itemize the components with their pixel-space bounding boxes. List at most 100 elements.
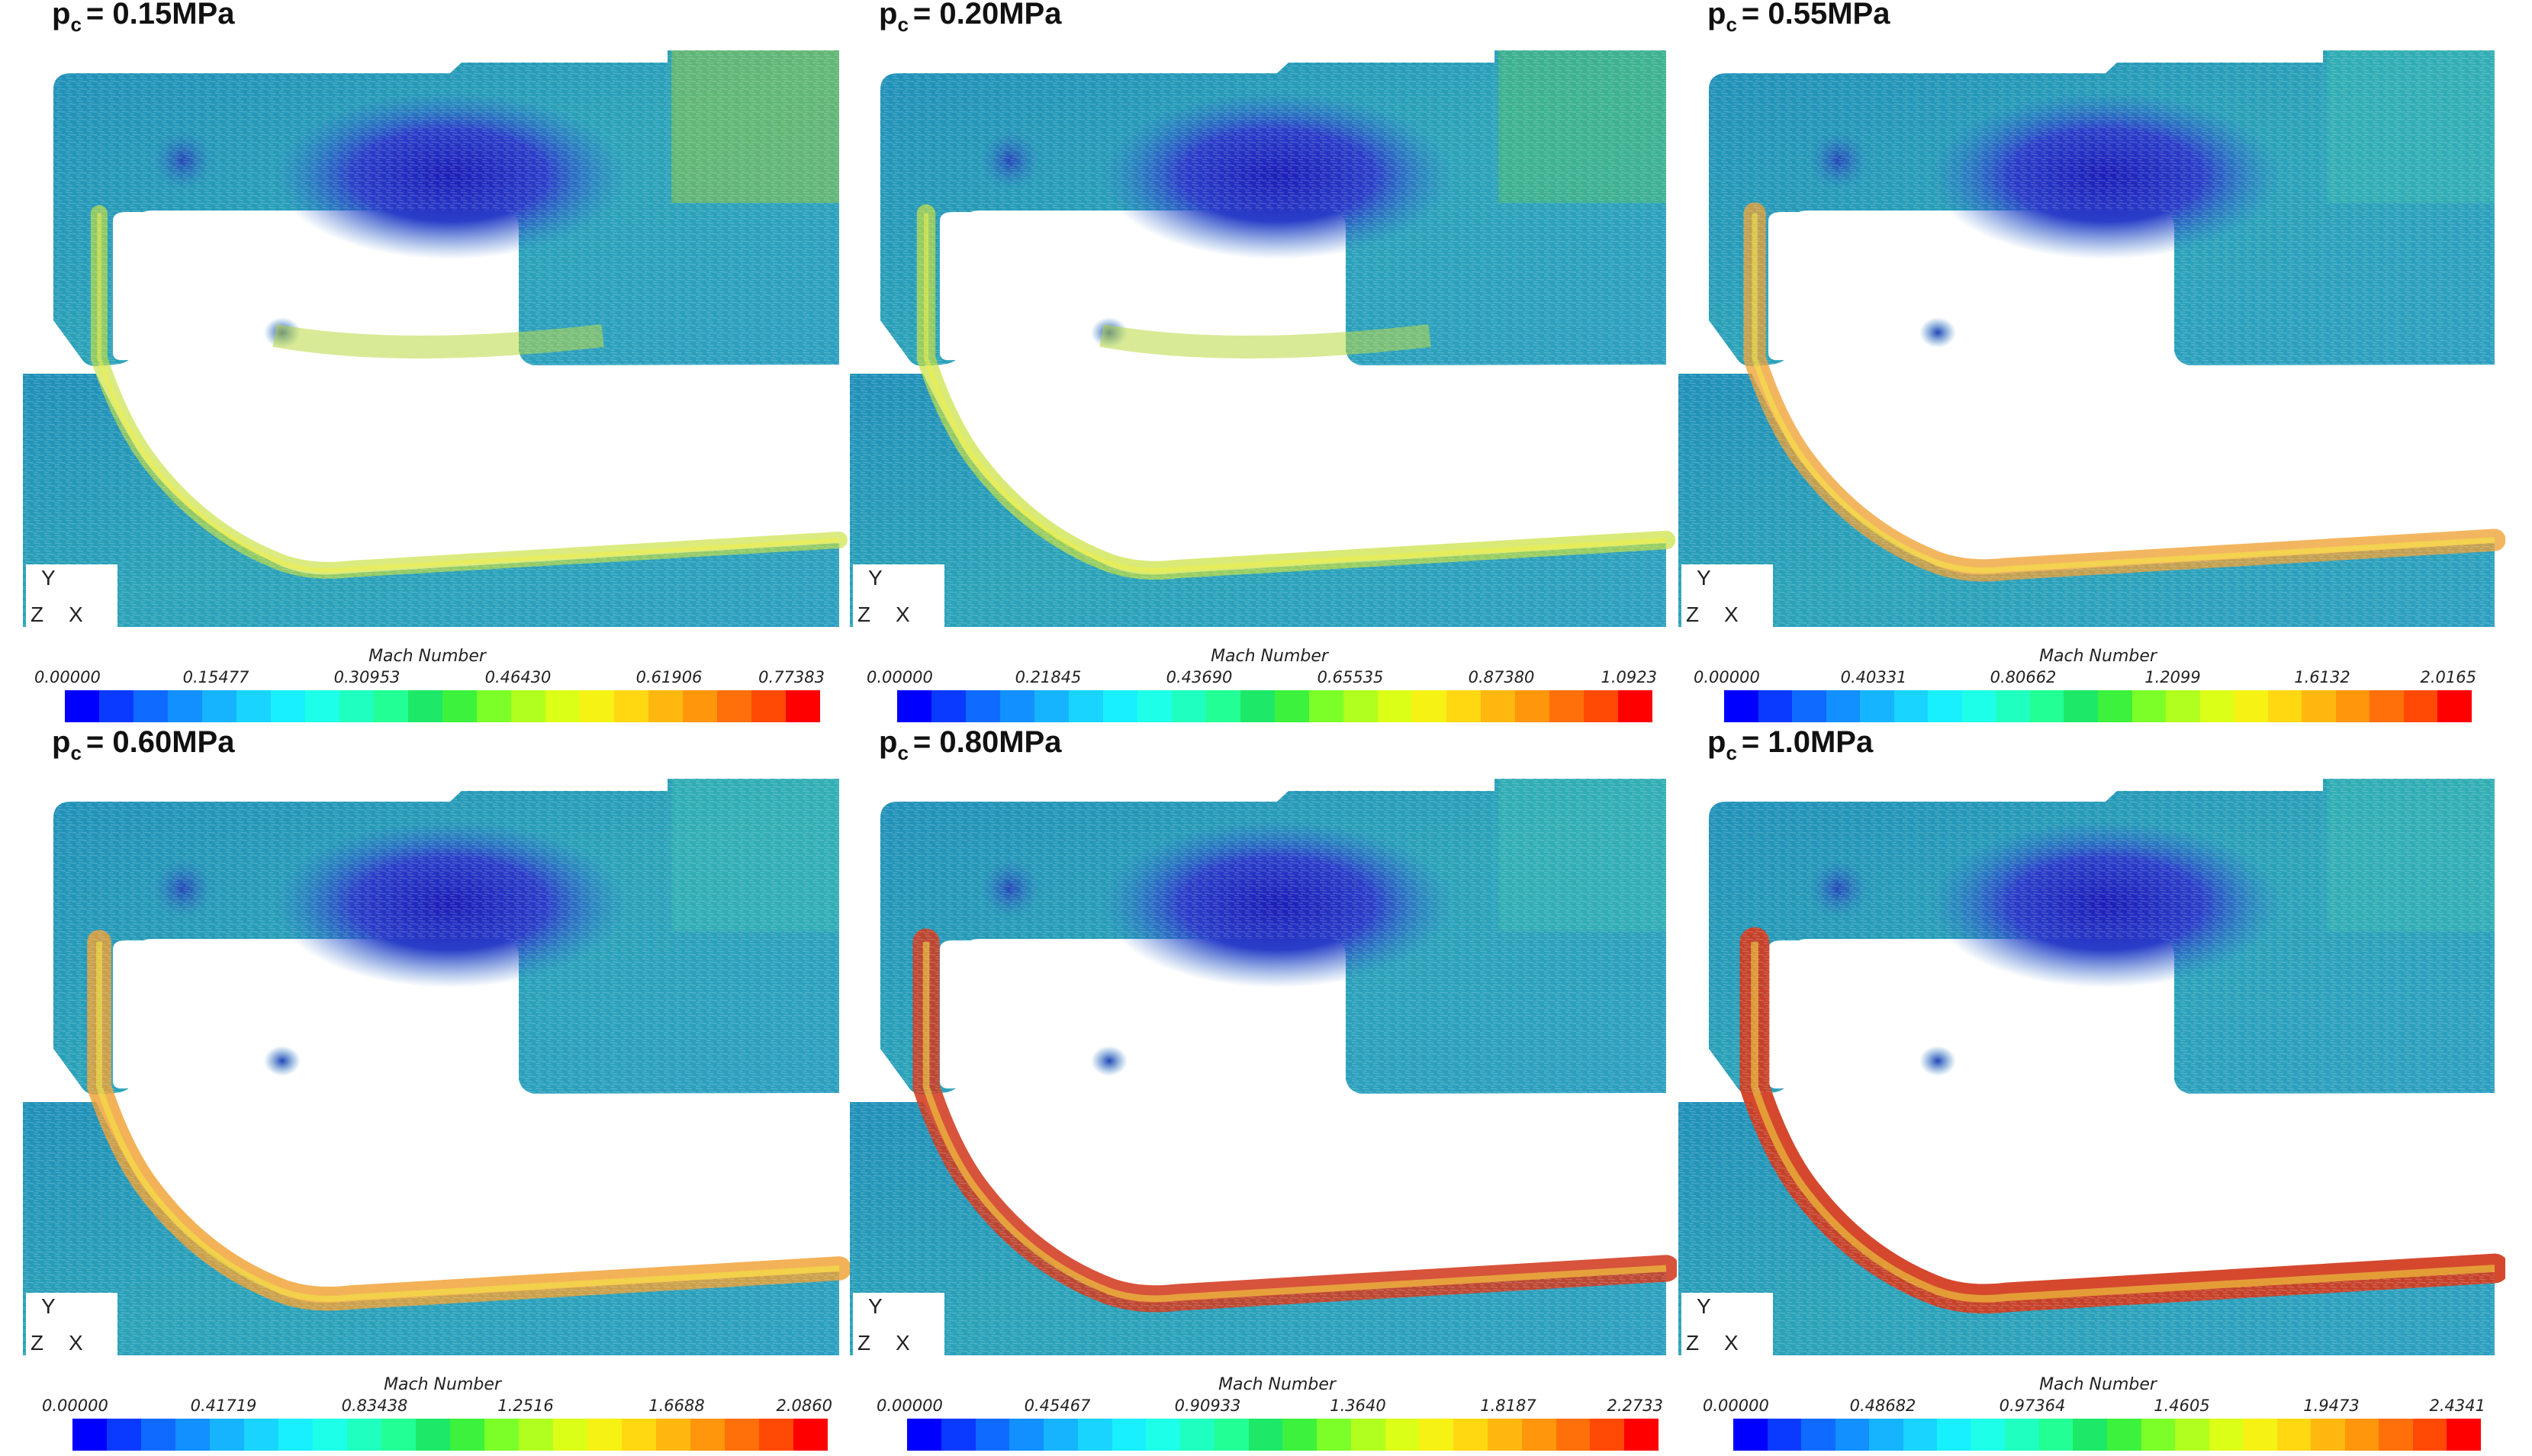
colorbar-swatch bbox=[656, 1419, 690, 1451]
colorbar-swatch bbox=[2131, 690, 2167, 722]
colorbar-swatch bbox=[1521, 1419, 1556, 1451]
streamline-texture bbox=[23, 1102, 839, 1355]
colorbar-tick-label: 0.90933 bbox=[1174, 1397, 1241, 1415]
mach-contour-field bbox=[1678, 779, 2505, 1355]
colorbar-swatch bbox=[1069, 690, 1103, 722]
colorbar-swatch bbox=[1481, 690, 1515, 722]
colorbar-title: Mach Number bbox=[2039, 1375, 2157, 1394]
colorbar-swatch bbox=[1317, 1419, 1351, 1451]
axis-triad-icon: Y Z X bbox=[26, 564, 117, 644]
pressure-label: pc = 0.15MPa bbox=[52, 0, 235, 36]
colorbar-tick-label: 1.3640 bbox=[1330, 1397, 1386, 1415]
colorbar-swatch bbox=[725, 1419, 759, 1451]
colorbar bbox=[1733, 1419, 2482, 1451]
colorbar-swatch bbox=[587, 1419, 622, 1451]
colorbar-tick-label: 0.80662 bbox=[1990, 668, 2057, 686]
colorbar-swatch bbox=[2073, 1419, 2108, 1451]
axis-z-label: Z bbox=[1686, 603, 1700, 626]
colorbar-title: Mach Number bbox=[1218, 1375, 1336, 1394]
flow-domain bbox=[1678, 779, 2505, 1355]
axis-triad-icon: Y Z X bbox=[26, 1293, 117, 1373]
axis-x-label: X bbox=[69, 1331, 83, 1355]
axis-z-label: Z bbox=[31, 603, 44, 626]
contour-panel-5: pc = 0.80MPa Y Z X Mach Number 0.00000 0.4… bbox=[850, 725, 1677, 1451]
contour-panel-6: pc = 1.0MPa Y Z X Mach Number 0.00000 0.48… bbox=[1678, 725, 2505, 1451]
colorbar-swatch bbox=[210, 1419, 244, 1451]
obstacle-block bbox=[1768, 212, 1921, 360]
solid-body bbox=[96, 1093, 839, 1294]
colorbar-swatch bbox=[690, 1419, 725, 1451]
axis-x-label: X bbox=[69, 603, 83, 626]
colorbar-title: Mach Number bbox=[2039, 647, 2157, 666]
colorbar-swatch bbox=[1767, 1419, 1802, 1451]
colorbar-swatch bbox=[442, 690, 477, 722]
colorbar-tick-label: 0.41719 bbox=[190, 1397, 257, 1415]
axis-x-label: X bbox=[896, 1331, 910, 1355]
colorbar-swatch bbox=[759, 1419, 793, 1451]
colorbar-tick-label: 0.83438 bbox=[341, 1397, 408, 1415]
pressure-label: pc = 0.55MPa bbox=[1707, 0, 1890, 36]
corner-vortex bbox=[1091, 1046, 1128, 1076]
axis-x-label: X bbox=[896, 603, 910, 626]
colorbar-swatch bbox=[1103, 690, 1137, 722]
jet-core bbox=[96, 942, 840, 1302]
colorbar-tick-label: 0.30953 bbox=[333, 668, 401, 686]
colorbar-swatch bbox=[941, 1419, 976, 1451]
colorbar bbox=[1724, 690, 2472, 722]
colorbar-swatch bbox=[1618, 690, 1652, 722]
corner-vortex bbox=[1919, 317, 1956, 348]
colorbar-swatch bbox=[1309, 690, 1343, 722]
axis-y-label: Y bbox=[868, 1294, 883, 1318]
streamline-texture bbox=[850, 374, 1666, 627]
colorbar-swatch bbox=[975, 1419, 1010, 1451]
streamline-texture bbox=[880, 50, 1666, 368]
colorbar-swatch bbox=[1275, 690, 1309, 722]
colorbar-swatch bbox=[408, 690, 442, 722]
colorbar bbox=[65, 690, 820, 722]
colorbar-swatch bbox=[1903, 1419, 1938, 1451]
colorbar-tick-label: 0.00000 bbox=[877, 1397, 943, 1415]
colorbar-swatch bbox=[907, 1419, 941, 1451]
colorbar-swatch bbox=[1009, 1419, 1044, 1451]
colorbar-swatch bbox=[519, 1419, 553, 1451]
colorbar-tick-label: 0.77383 bbox=[758, 668, 825, 686]
colorbar-swatch bbox=[1077, 1419, 1112, 1451]
solid-body bbox=[923, 365, 1666, 565]
colorbar-swatch bbox=[313, 1419, 347, 1451]
colorbar-swatch bbox=[1206, 690, 1240, 722]
colorbar-title: Mach Number bbox=[368, 647, 486, 666]
colorbar-tick-label: 2.0165 bbox=[2420, 668, 2476, 686]
colorbar-swatch bbox=[381, 1419, 416, 1451]
colorbar-tick-label: 1.6132 bbox=[2294, 668, 2350, 686]
colorbar-swatch bbox=[1282, 1419, 1317, 1451]
colorbar-swatch bbox=[1488, 1419, 1522, 1451]
colorbar-swatch bbox=[2437, 690, 2472, 722]
colorbar-swatch bbox=[1343, 690, 1378, 722]
contour-panel-1: pc = 0.15MPa Y Z X Mach Number 0.00000 0.1… bbox=[23, 0, 850, 722]
colorbar-swatch bbox=[1172, 690, 1206, 722]
colorbar-swatch bbox=[416, 1419, 450, 1451]
colorbar-swatch bbox=[2175, 1419, 2209, 1451]
colorbar-swatch bbox=[72, 1419, 107, 1451]
solid-body bbox=[923, 1093, 1666, 1294]
colorbar-tick-label: 1.4605 bbox=[2154, 1397, 2210, 1415]
mach-contour-field bbox=[1678, 50, 2505, 627]
colorbar-swatch bbox=[2234, 690, 2268, 722]
colorbar-swatch bbox=[347, 1419, 381, 1451]
axis-y-label: Y bbox=[41, 566, 56, 590]
colorbar-swatch bbox=[134, 690, 168, 722]
colorbar-swatch bbox=[339, 690, 374, 722]
colorbar-swatch bbox=[1893, 690, 1929, 722]
colorbar-tick-label: 0.97364 bbox=[1999, 1397, 2066, 1415]
mach-contour-field bbox=[23, 779, 850, 1355]
colorbar-swatch bbox=[1044, 1419, 1078, 1451]
pressure-label: pc = 1.0MPa bbox=[1707, 725, 1874, 764]
colorbar-swatch bbox=[141, 1419, 175, 1451]
colorbar-swatch bbox=[244, 1419, 278, 1451]
colorbar-swatch bbox=[1378, 690, 1412, 722]
colorbar-tick-label: 0.87380 bbox=[1468, 668, 1535, 686]
colorbar-swatch bbox=[1996, 690, 2030, 722]
colorbar-swatch bbox=[1758, 690, 1793, 722]
pressure-label: pc = 0.80MPa bbox=[879, 725, 1062, 764]
corner-vortex bbox=[1919, 1046, 1956, 1076]
